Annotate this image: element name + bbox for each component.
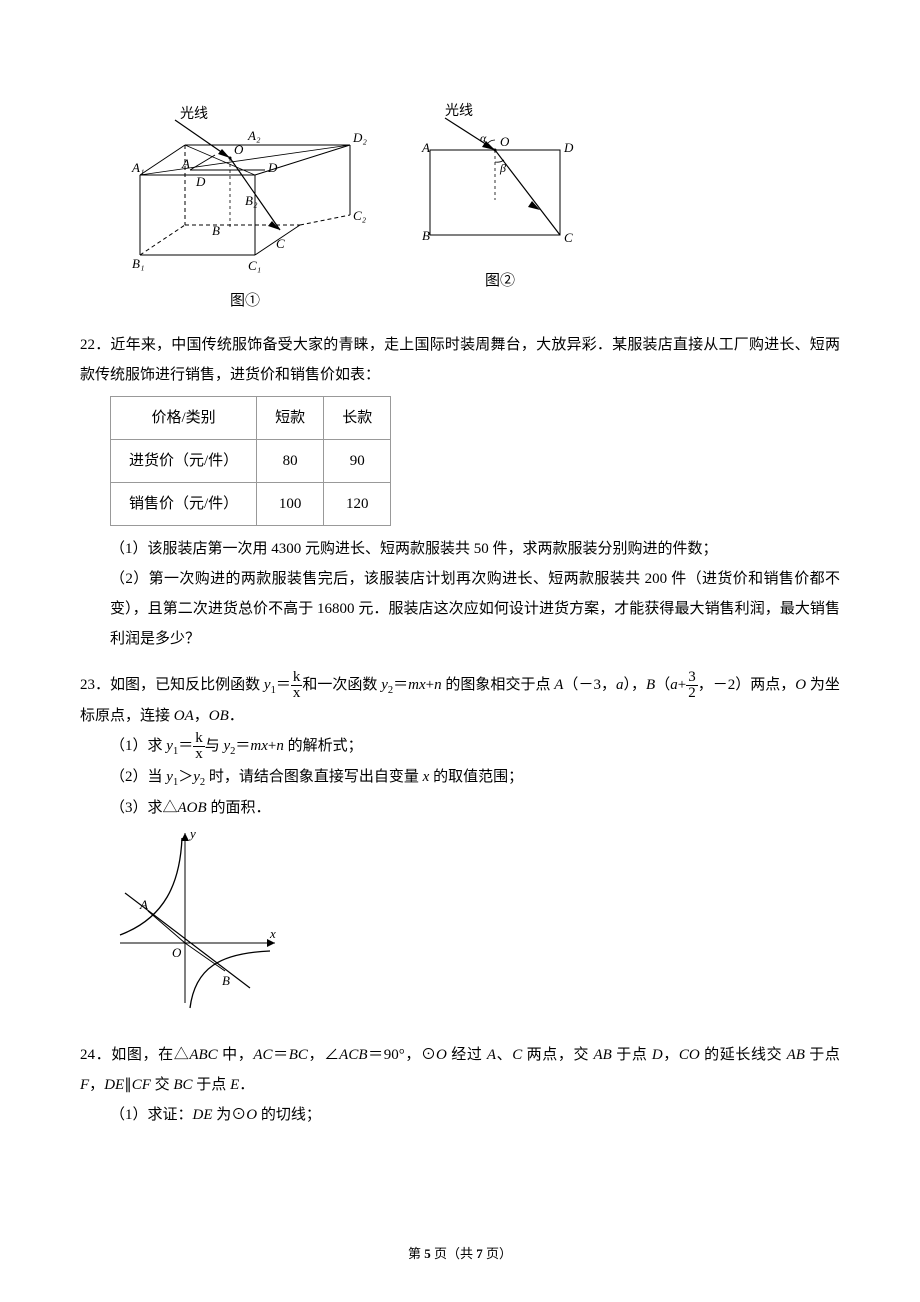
- p23-OB: OB: [209, 708, 229, 724]
- footer-suffix: 页）: [483, 1246, 512, 1261]
- svg-text:D: D: [563, 140, 574, 155]
- p24-num: 24．: [80, 1047, 111, 1063]
- problem-24: 24．如图，在△ABC 中，AC＝BC，∠ACB＝90°，⊙O 经过 A、C 两…: [80, 1040, 840, 1130]
- fig1-light-label: 光线: [180, 106, 208, 122]
- svg-text:光线: 光线: [445, 103, 473, 119]
- frac32-num: 3: [686, 670, 698, 686]
- svg-text:C₁: C₁: [248, 258, 261, 273]
- figures-row: 光线 A₁ B₁ C₁ D₂ C₂ A₂ A D D B C B₂ O 图①: [120, 100, 840, 310]
- p23-q1-a: （1）求: [110, 738, 166, 754]
- r1c2: 120: [324, 483, 391, 526]
- svg-text:C: C: [564, 230, 573, 245]
- p23-OA: OA: [174, 708, 194, 724]
- th-2: 长款: [324, 397, 391, 440]
- p22-num: 22．: [80, 337, 110, 353]
- svg-text:C₂: C₂: [353, 208, 367, 223]
- svg-text:D₂: D₂: [352, 130, 367, 145]
- svg-text:A: A: [139, 897, 148, 912]
- th-0: 价格/类别: [111, 397, 257, 440]
- problem-23: 23．如图，已知反比例函数 y1＝kx和一次函数 y2＝mx+n 的图象相交于点…: [80, 670, 840, 1024]
- figure-1: 光线 A₁ B₁ C₁ D₂ C₂ A₂ A D D B C B₂ O 图①: [120, 100, 370, 310]
- frac-k-den: x: [291, 686, 303, 701]
- fig2-caption: 图②: [410, 269, 590, 290]
- frac32-den: 2: [686, 686, 698, 701]
- p23-intro-g: ．: [229, 708, 244, 724]
- svg-text:B: B: [422, 228, 430, 243]
- svg-text:A₁: A₁: [131, 160, 144, 175]
- p22-table: 价格/类别 短款 长款 进货价（元/件） 80 90 销售价（元/件） 100 …: [110, 396, 391, 526]
- p23-intro-d: ，: [631, 677, 646, 693]
- svg-text:x: x: [269, 926, 276, 941]
- frac-k-den2: x: [193, 747, 205, 762]
- svg-text:B₂: B₂: [245, 193, 258, 208]
- svg-text:B: B: [222, 973, 230, 988]
- r0c1: 80: [257, 440, 324, 483]
- r0c2: 90: [324, 440, 391, 483]
- p23-intro-c: 的图象相交于点: [442, 677, 555, 693]
- fig1-caption: 图①: [120, 289, 370, 310]
- th-1: 短款: [257, 397, 324, 440]
- svg-text:B₁: B₁: [132, 256, 144, 271]
- footer-mid: 页（共: [431, 1246, 477, 1261]
- p22-q2: （2）第一次购进的两款服装售完后，该服装店计划再次购进长、短两款服装共 200 …: [80, 564, 840, 654]
- page-footer: 第 5 页（共 7 页）: [0, 1243, 920, 1262]
- svg-text:A: A: [421, 140, 430, 155]
- svg-text:A: A: [181, 156, 190, 171]
- frac-k-num2: k: [193, 731, 205, 747]
- problem-22: 22．近年来，中国传统服饰备受大家的青睐，走上国际时装周舞台，大放异彩．某服装店…: [80, 330, 840, 654]
- r0c0: 进货价（元/件）: [111, 440, 257, 483]
- p23-intro-a: 如图，已知反比例函数: [110, 677, 264, 693]
- svg-text:D: D: [195, 174, 206, 189]
- svg-text:A₂: A₂: [247, 128, 261, 143]
- svg-text:α: α: [480, 131, 487, 145]
- p24-q1: （1）求证：DE 为⊙O 的切线；: [80, 1100, 840, 1130]
- svg-text:O: O: [172, 945, 182, 960]
- svg-text:O: O: [234, 142, 244, 157]
- p23-q2: （2）当 y1＞y2 时，请结合图象直接写出自变量 x 的取值范围；: [80, 762, 840, 793]
- p23-q1: （1）求 y1＝kx与 y2＝mx+n 的解析式；: [80, 731, 840, 762]
- p23-intro-b: 和一次函数: [302, 677, 381, 693]
- r1c1: 100: [257, 483, 324, 526]
- p23-O: O: [795, 677, 806, 693]
- svg-text:y: y: [188, 826, 196, 841]
- footer-prefix: 第: [408, 1246, 424, 1261]
- p23-q1-c: 的解析式；: [284, 738, 363, 754]
- p23-num: 23．: [80, 677, 110, 693]
- p22-q1: （1）该服装店第一次用 4300 元购进长、短两款服装共 50 件，求两款服装分…: [80, 534, 840, 564]
- svg-text:D: D: [267, 160, 278, 175]
- svg-text:O: O: [500, 134, 510, 149]
- p23-intro-e: ，－2）两点，: [698, 677, 796, 693]
- p22-intro: 近年来，中国传统服饰备受大家的青睐，走上国际时装周舞台，大放异彩．某服装店直接从…: [80, 337, 840, 383]
- p23-q1-b: 与: [205, 738, 224, 754]
- frac-k-num: k: [291, 670, 303, 686]
- svg-text:B: B: [212, 223, 220, 238]
- p23-q3: （3）求△AOB 的面积．: [80, 793, 840, 823]
- svg-text:C: C: [276, 236, 285, 251]
- svg-text:β: β: [499, 161, 506, 175]
- figure-2: 光线 A D B C O α β 图②: [410, 100, 590, 310]
- p23-graph: A B O y x: [80, 823, 840, 1024]
- r1c0: 销售价（元/件）: [111, 483, 257, 526]
